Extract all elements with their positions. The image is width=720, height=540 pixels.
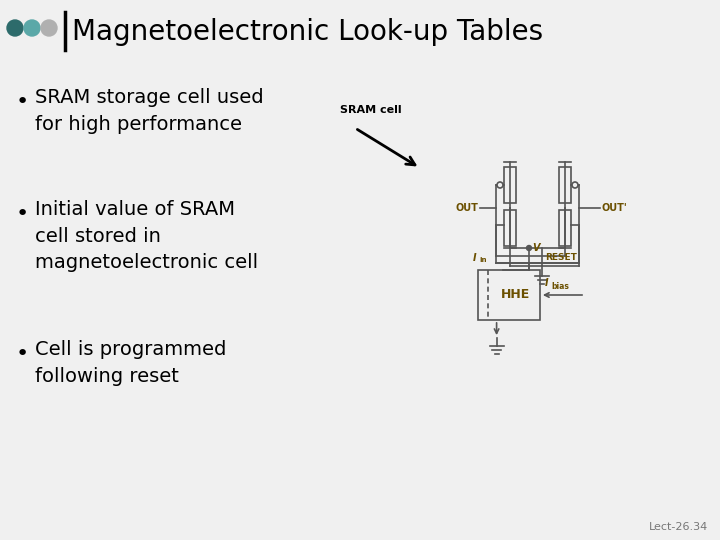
Text: RESET: RESET	[545, 253, 577, 261]
Circle shape	[7, 20, 23, 36]
Bar	[504, 210, 516, 246]
Text: V: V	[532, 243, 539, 253]
Bar	[504, 167, 516, 203]
Circle shape	[526, 246, 531, 251]
Text: Initial value of SRAM
cell stored in
magnetoelectronic cell: Initial value of SRAM cell stored in mag…	[35, 200, 258, 272]
Text: I: I	[473, 253, 477, 263]
Bar	[559, 167, 571, 203]
Text: in: in	[479, 257, 487, 263]
Bar	[559, 210, 571, 246]
Circle shape	[24, 20, 40, 36]
Text: Cell is programmed
following reset: Cell is programmed following reset	[35, 340, 226, 386]
Text: OUT: OUT	[455, 203, 478, 213]
Text: SRAM cell: SRAM cell	[340, 105, 402, 115]
Bar	[478, 270, 540, 320]
Text: OUT': OUT'	[602, 203, 628, 213]
Text: SRAM storage cell used
for high performance: SRAM storage cell used for high performa…	[35, 88, 264, 133]
Text: Magnetoelectronic Look-up Tables: Magnetoelectronic Look-up Tables	[72, 18, 543, 46]
Text: •: •	[15, 92, 29, 112]
Text: •: •	[15, 344, 29, 364]
Circle shape	[497, 182, 503, 188]
Circle shape	[572, 182, 578, 188]
Text: I: I	[545, 278, 549, 288]
Circle shape	[41, 20, 57, 36]
Text: bias: bias	[551, 282, 569, 291]
Text: Lect-26.34: Lect-26.34	[649, 522, 708, 532]
Text: •: •	[15, 204, 29, 224]
Text: HHE: HHE	[500, 288, 530, 301]
